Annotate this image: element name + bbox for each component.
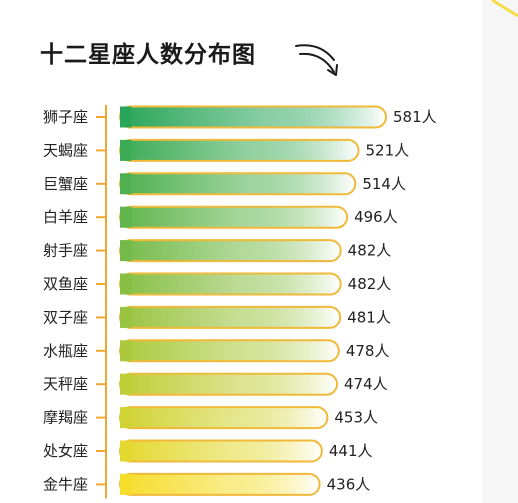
value-label: 453人 [334,409,378,427]
bar-left-cap [120,306,132,328]
bar-left-cap [120,373,132,395]
category-label: 射手座 [43,242,88,260]
bar-left-cap [120,440,132,462]
bar-left-cap [120,340,132,362]
category-label: 天秤座 [43,375,88,393]
value-label: 514人 [362,175,406,193]
bar [119,305,342,329]
bar [119,239,342,263]
bar [119,406,329,430]
corner-decoration [491,0,518,18]
curved-arrow-icon [295,44,338,76]
value-label: 581人 [393,108,437,126]
bar [119,372,339,396]
value-label: 482人 [348,275,392,293]
category-label: 水瓶座 [43,342,88,360]
category-label: 狮子座 [43,108,88,126]
bar-left-cap [120,139,132,161]
bar [119,439,323,463]
value-label: 441人 [329,442,373,460]
bar-left-cap [120,473,132,495]
value-label: 436人 [327,475,371,493]
category-label: 巨蟹座 [43,175,88,193]
bar [119,172,357,196]
right-edge-panel [482,0,518,503]
bar [119,472,321,496]
bar [119,205,349,229]
category-label: 处女座 [43,442,88,460]
bar [119,138,360,162]
value-label: 481人 [347,308,391,326]
category-label: 白羊座 [43,208,88,226]
value-label: 474人 [344,375,388,393]
bar [119,105,387,129]
value-label: 521人 [366,141,410,159]
value-label: 496人 [354,208,398,226]
bar-left-cap [120,240,132,262]
bar-left-cap [120,407,132,429]
category-label: 摩羯座 [43,409,88,427]
bar-left-cap [120,106,132,128]
value-label: 478人 [346,342,390,360]
chart-title: 十二星座人数分布图 [40,42,256,68]
bar-left-cap [120,273,132,295]
value-label: 482人 [348,242,392,260]
bar-left-cap [120,206,132,228]
category-label: 双子座 [43,308,88,326]
category-bracket [96,105,107,499]
category-label: 金牛座 [43,475,88,493]
category-label: 天蝎座 [43,141,88,159]
bar-left-cap [120,173,132,195]
category-label: 双鱼座 [43,275,88,293]
bar [119,272,342,296]
bar [119,339,340,363]
